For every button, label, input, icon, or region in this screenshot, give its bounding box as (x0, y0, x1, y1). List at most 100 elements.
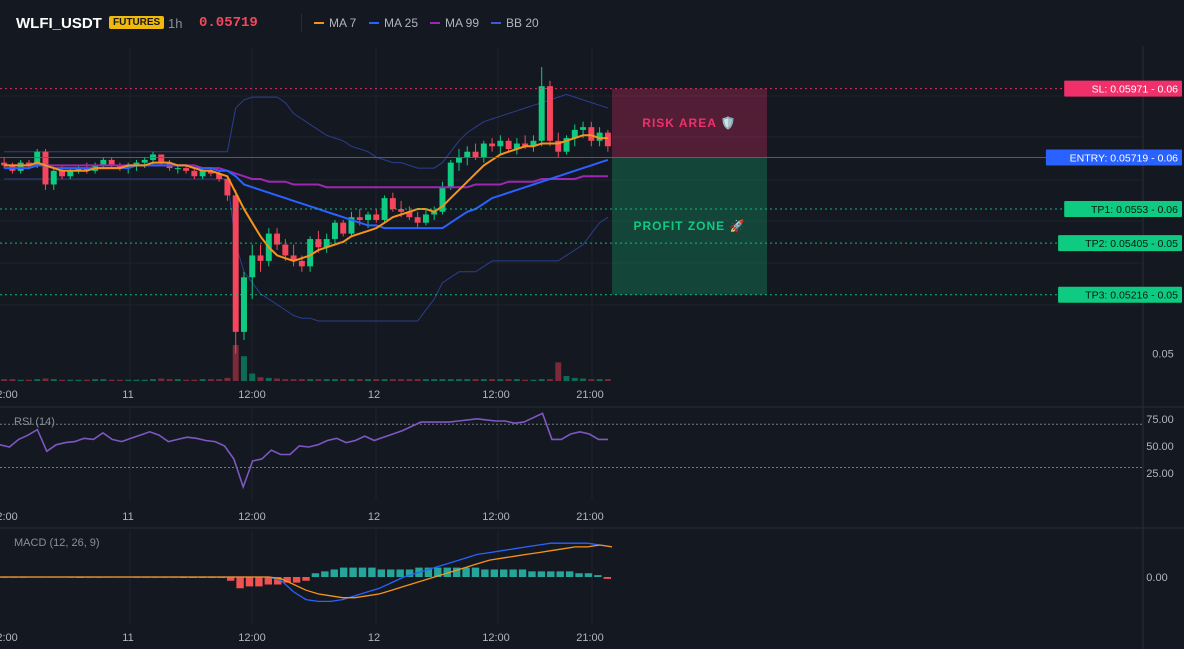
candle-body (389, 198, 396, 210)
volume-bar (232, 345, 239, 381)
price-line-label: SL: 0.05971 - 0.06 (1092, 84, 1179, 96)
macd-histogram-bar (358, 567, 367, 577)
volume-bar (42, 378, 49, 381)
price-line-tag (1064, 201, 1182, 218)
candle-body (365, 214, 372, 220)
legend-bb20-label: BB 20 (506, 16, 539, 30)
macd-histogram-bar (377, 569, 386, 577)
candle-body (232, 195, 239, 332)
volume-bar (59, 379, 66, 381)
price-line-tag (1058, 286, 1182, 303)
candle-body (59, 170, 66, 177)
macd-histogram-bar (264, 577, 273, 585)
price-line-label: TP3: 0.05216 - 0.05 (1085, 290, 1178, 302)
price-line-label: TP1: 0.0553 - 0.06 (1091, 204, 1178, 216)
macd-histogram-bar (226, 577, 235, 581)
legend-bb20[interactable]: BB 20 (491, 16, 539, 30)
volume-bar (133, 379, 140, 381)
candle-body (249, 255, 256, 278)
moving-averages (4, 134, 609, 262)
risk-area-label: RISK AREA 🛡️ (642, 116, 736, 130)
trade-zones: RISK AREA 🛡️ PROFIT ZONE 🚀 (612, 88, 767, 295)
volume-bar (555, 362, 562, 381)
candle-body (522, 143, 529, 147)
time-axis-price: 12:00 11 12:00 12 12:00 21:00 (0, 389, 604, 401)
legend-ma99[interactable]: MA 99 (430, 16, 479, 30)
time-tick-label: 12:00 (482, 511, 510, 523)
time-tick-label: 21:00 (576, 389, 604, 401)
timeframe-selector[interactable]: 1h (168, 16, 183, 31)
macd-histogram-bar (302, 577, 310, 581)
macd-histogram-bar (48, 576, 56, 578)
symbol-label[interactable]: WLFI_USDT (16, 15, 102, 32)
volume-bar (588, 379, 595, 381)
volume-bar (224, 377, 231, 381)
macd-histogram-bar (76, 577, 84, 578)
time-tick-label: 11 (122, 389, 133, 401)
candle-body (546, 86, 553, 141)
macd-histogram-bar (434, 567, 442, 577)
bollinger-bands (4, 93, 609, 322)
legend-ma25[interactable]: MA 25 (369, 16, 418, 30)
macd-histogram-bar (198, 577, 207, 578)
time-tick-label: 21:00 (576, 632, 604, 644)
macd-histogram-bar (10, 576, 18, 578)
volume-bar (497, 379, 504, 381)
candle-body (505, 140, 512, 149)
volume-bar (406, 379, 413, 381)
time-tick-label: 12:00 (238, 511, 266, 523)
macd-histogram-bar (556, 571, 564, 577)
volume-bar (67, 379, 74, 381)
macd-histogram-bar (170, 576, 178, 578)
macd-histogram-bar (405, 569, 414, 577)
macd-histogram-bar (396, 569, 404, 577)
volume-bar (216, 379, 223, 381)
macd-histogram-bar (236, 577, 244, 589)
price-lines: SL: 0.05971 - 0.06 ENTRY: 0.05719 - 0.06 T… (0, 80, 1182, 303)
macd-histogram-bar (330, 569, 338, 577)
candle-body (422, 214, 429, 223)
macd-histogram-bar (443, 567, 451, 577)
time-tick-label: 12:00 (0, 389, 18, 401)
legend-ma7[interactable]: MA 7 (314, 16, 356, 30)
macd-histogram-bar (179, 577, 188, 578)
macd-histogram-bar (113, 576, 122, 578)
volume-bar (92, 379, 99, 381)
volume-bar (447, 379, 454, 381)
candle-body (596, 132, 603, 141)
bb-lower-line (4, 178, 609, 322)
candle-body (373, 214, 380, 220)
macd-histogram-bar (85, 576, 94, 578)
candle-body (174, 168, 181, 170)
rsi-tick-label: 75.00 (1146, 414, 1174, 426)
candle-body (240, 277, 247, 332)
volume-bar (389, 379, 396, 381)
time-tick-label: 21:00 (576, 511, 604, 523)
volume-bar (265, 377, 272, 381)
candle-body (75, 168, 82, 171)
macd-histogram-bar (161, 576, 169, 578)
macd-histogram-bar (368, 567, 376, 577)
candle-body (414, 217, 421, 223)
volume-bar (274, 378, 281, 381)
macd-histogram-bar (208, 577, 216, 578)
macd-histogram-bar (339, 567, 348, 577)
time-tick-label: 12:00 (482, 632, 510, 644)
candle-body (356, 217, 363, 220)
volume-bar (17, 379, 24, 381)
volume-bar (158, 378, 165, 381)
candle-body (604, 132, 611, 147)
volume-bar (546, 379, 553, 381)
time-tick-label: 12:00 (238, 389, 266, 401)
macd-histogram-bar (518, 569, 527, 577)
time-tick-label: 12 (368, 511, 380, 523)
risk-area-zone (612, 88, 767, 158)
volume-bar (431, 379, 438, 381)
rsi-pane: 12:00 11 12:00 12 12:00 21:00 RSI (14) 75.00 50.… (0, 412, 1174, 523)
rsi-tick-label: 50.00 (1146, 441, 1174, 453)
rsi-line (0, 412, 608, 490)
candle-body (133, 162, 140, 166)
candle-body (257, 255, 264, 261)
volume-bar (282, 379, 289, 381)
